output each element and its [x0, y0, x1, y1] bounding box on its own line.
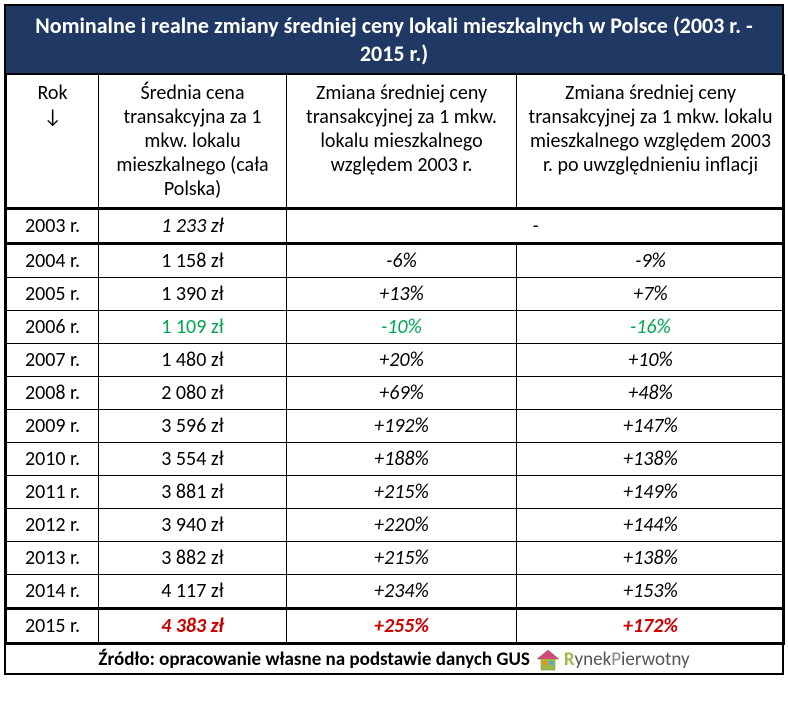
house-icon [536, 649, 560, 671]
cell-real: -16% [517, 311, 785, 344]
cell-price: 4 117 zł [99, 575, 287, 609]
cell-price: 1 390 zł [99, 278, 287, 311]
sort-arrow-icon: ↓ [43, 105, 61, 129]
table-container: Nominalne i realne zmiany średniej ceny … [4, 4, 784, 675]
cell-price: 3 881 zł [99, 476, 287, 509]
cell-price: 3 882 zł [99, 542, 287, 575]
table-row: 2007 r.1 480 zł+20%+10% [7, 344, 785, 377]
cell-year: 2015 r. [7, 609, 99, 644]
source-text: Źródło: opracowanie własne na podstawie … [98, 648, 529, 671]
col-real-header: Zmiana średniej ceny transakcyjnej za 1 … [517, 75, 785, 209]
cell-real: +149% [517, 476, 785, 509]
cell-price: 1 233 zł [99, 209, 287, 244]
table-row: 2003 r.1 233 zł- [7, 209, 785, 244]
cell-nominal: +215% [287, 476, 517, 509]
brand-logo: RynekPierwotny [536, 648, 690, 671]
cell-nominal: +234% [287, 575, 517, 609]
cell-year: 2009 r. [7, 410, 99, 443]
cell-year: 2014 r. [7, 575, 99, 609]
table-row: 2015 r.4 383 zł+255%+172% [7, 609, 785, 644]
cell-nominal: +192% [287, 410, 517, 443]
col-price-header: Średnia cena transakcyjna za 1 mkw. loka… [99, 75, 287, 209]
cell-year: 2010 r. [7, 443, 99, 476]
col-year-header: Rok ↓ [7, 75, 99, 209]
cell-nominal: +13% [287, 278, 517, 311]
cell-year: 2011 r. [7, 476, 99, 509]
data-table: Rok ↓ Średnia cena transakcyjna za 1 mkw… [6, 74, 785, 645]
table-row: 2013 r.3 882 zł+215%+138% [7, 542, 785, 575]
cell-nominal: +188% [287, 443, 517, 476]
cell-price: 1 109 zł [99, 311, 287, 344]
table-title: Nominalne i realne zmiany średniej ceny … [6, 6, 782, 74]
cell-real: +172% [517, 609, 785, 644]
cell-year: 2008 r. [7, 377, 99, 410]
table-row: 2011 r.3 881 zł+215%+149% [7, 476, 785, 509]
table-row: 2005 r.1 390 zł+13%+7% [7, 278, 785, 311]
table-row: 2008 r.2 080 zł+69%+48% [7, 377, 785, 410]
table-row: 2012 r.3 940 zł+220%+144% [7, 509, 785, 542]
cell-year: 2004 r. [7, 244, 99, 278]
table-row: 2004 r.1 158 zł-6%-9% [7, 244, 785, 278]
cell-real: +138% [517, 542, 785, 575]
cell-real: +10% [517, 344, 785, 377]
cell-nominal: +69% [287, 377, 517, 410]
cell-real: +7% [517, 278, 785, 311]
cell-year: 2013 r. [7, 542, 99, 575]
cell-price: 4 383 zł [99, 609, 287, 644]
cell-year: 2007 r. [7, 344, 99, 377]
cell-nominal: -6% [287, 244, 517, 278]
cell-real: +144% [517, 509, 785, 542]
brand-text: RynekPierwotny [564, 648, 690, 671]
cell-real: -9% [517, 244, 785, 278]
cell-real: +138% [517, 443, 785, 476]
cell-nominal: +255% [287, 609, 517, 644]
table-row: 2014 r.4 117 zł+234%+153% [7, 575, 785, 609]
cell-nominal: +20% [287, 344, 517, 377]
cell-real: +153% [517, 575, 785, 609]
cell-nominal: +215% [287, 542, 517, 575]
header-row: Rok ↓ Średnia cena transakcyjna za 1 mkw… [7, 75, 785, 209]
cell-real: +48% [517, 377, 785, 410]
source-line: Źródło: opracowanie własne na podstawie … [6, 645, 782, 673]
table-body: 2003 r.1 233 zł-2004 r.1 158 zł-6%-9%200… [7, 209, 785, 644]
cell-real: +147% [517, 410, 785, 443]
cell-nominal: +220% [287, 509, 517, 542]
cell-price: 1 480 zł [99, 344, 287, 377]
table-row: 2010 r.3 554 zł+188%+138% [7, 443, 785, 476]
cell-price: 2 080 zł [99, 377, 287, 410]
col-year-label: Rok [37, 81, 67, 105]
cell-price: 3 940 zł [99, 509, 287, 542]
col-nominal-header: Zmiana średniej ceny transakcyjnej za 1 … [287, 75, 517, 209]
cell-year: 2005 r. [7, 278, 99, 311]
cell-nominal: -10% [287, 311, 517, 344]
cell-year: 2006 r. [7, 311, 99, 344]
cell-year: 2012 r. [7, 509, 99, 542]
cell-merged: - [287, 209, 785, 244]
cell-price: 3 554 zł [99, 443, 287, 476]
table-row: 2006 r.1 109 zł-10%-16% [7, 311, 785, 344]
cell-price: 1 158 zł [99, 244, 287, 278]
cell-price: 3 596 zł [99, 410, 287, 443]
table-row: 2009 r.3 596 zł+192%+147% [7, 410, 785, 443]
cell-year: 2003 r. [7, 209, 99, 244]
